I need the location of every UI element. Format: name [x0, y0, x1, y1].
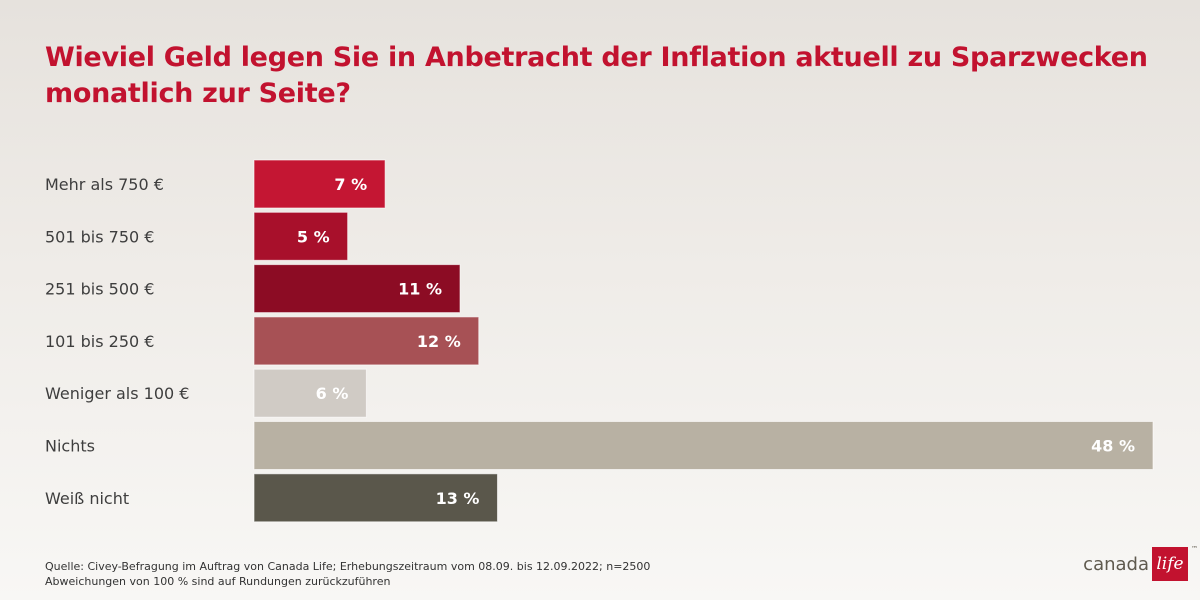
logo-mark-text: life [1156, 554, 1184, 574]
value-label: 13 % [436, 489, 480, 508]
bar [253, 211, 349, 261]
category-label: 251 bis 500 € [45, 280, 154, 299]
logo-trademark: ™ [1191, 545, 1198, 553]
value-label: 7 % [334, 175, 367, 194]
category-label: Weniger als 100 € [45, 384, 189, 403]
bar-chart: Mehr als 750 € 7 % 501 bis 750 € 5 % 251 bis… [45, 159, 1154, 523]
rounding-note: Abweichungen von 100 % sind auf Rundunge… [45, 575, 391, 588]
bar [253, 421, 1154, 470]
value-label: 11 % [398, 280, 442, 299]
source-text: Quelle: Civey-Befragung im Auftrag von C… [45, 560, 651, 573]
value-label: 12 % [417, 332, 461, 351]
value-label: 6 % [316, 384, 349, 403]
category-label: Mehr als 750 € [45, 175, 164, 194]
bar [253, 316, 480, 366]
bar [253, 159, 386, 209]
bar [253, 473, 498, 523]
source-note: Quelle: Civey-Befragung im Auftrag von C… [45, 559, 650, 589]
canada-life-logo: canada life ™ [1083, 545, 1198, 582]
logo-wordmark: canada [1083, 553, 1149, 575]
category-label: 501 bis 750 € [45, 227, 154, 246]
bar [253, 264, 461, 314]
chart-title: Wieviel Geld legen Sie in Anbetracht der… [45, 42, 1148, 109]
value-label: 5 % [297, 227, 330, 246]
category-label: Nichts [45, 437, 95, 456]
value-label: 48 % [1091, 437, 1135, 456]
logo-mark: life ™ [1152, 545, 1198, 581]
category-label: 101 bis 250 € [45, 332, 154, 351]
bar [253, 368, 367, 418]
category-label: Weiß nicht [45, 489, 129, 508]
